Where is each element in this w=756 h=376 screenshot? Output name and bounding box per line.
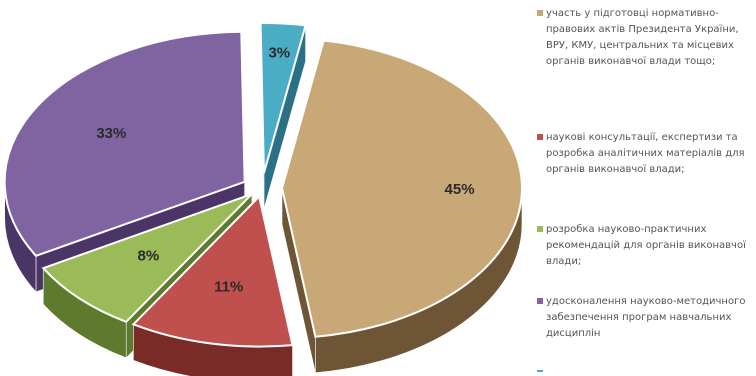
pie-tops — [3, 22, 523, 348]
data-label-2: 11% — [214, 279, 243, 296]
legend-entry-2: науковi консультації, експертизи та розр… — [537, 130, 749, 178]
legend-swatch-4 — [537, 298, 543, 304]
pie-chart: 45% 11% 8% 33% 3% — [3, 22, 523, 376]
legend: участь у підготовці нормативно-правових … — [537, 6, 749, 372]
pie-slice-2 — [131, 194, 294, 348]
legend-entry-4: удосконалення науково-методичного забезп… — [537, 294, 749, 342]
legend-entry-3: розробка науково-практичних рекомендацій… — [537, 222, 749, 270]
data-label-4: 33% — [96, 125, 126, 142]
pie-slice-5 — [259, 22, 307, 174]
pie-slice-4 — [3, 30, 246, 258]
legend-swatch-1 — [537, 10, 543, 16]
legend-swatch-3 — [537, 226, 543, 232]
data-label-3: 8% — [138, 248, 160, 265]
pie-slice-1 — [280, 39, 523, 338]
legend-label-2: науковi консультації, експертизи та розр… — [546, 132, 745, 175]
legend-entry-1: участь у підготовці нормативно-правових … — [537, 6, 749, 70]
legend-label-1: участь у підготовці нормативно-правових … — [546, 8, 739, 67]
legend-swatch-5 — [537, 370, 543, 372]
legend-label-3: розробка науково-практичних рекомендацій… — [546, 224, 746, 267]
pie-labels: 45% 11% 8% 33% 3% — [96, 44, 474, 295]
pie-slice-3 — [41, 193, 253, 324]
legend-swatch-2 — [537, 134, 543, 140]
data-label-1: 45% — [445, 181, 475, 198]
legend-label-4: удосконалення науково-методичного забезп… — [546, 296, 746, 339]
data-label-5: 3% — [268, 44, 290, 61]
